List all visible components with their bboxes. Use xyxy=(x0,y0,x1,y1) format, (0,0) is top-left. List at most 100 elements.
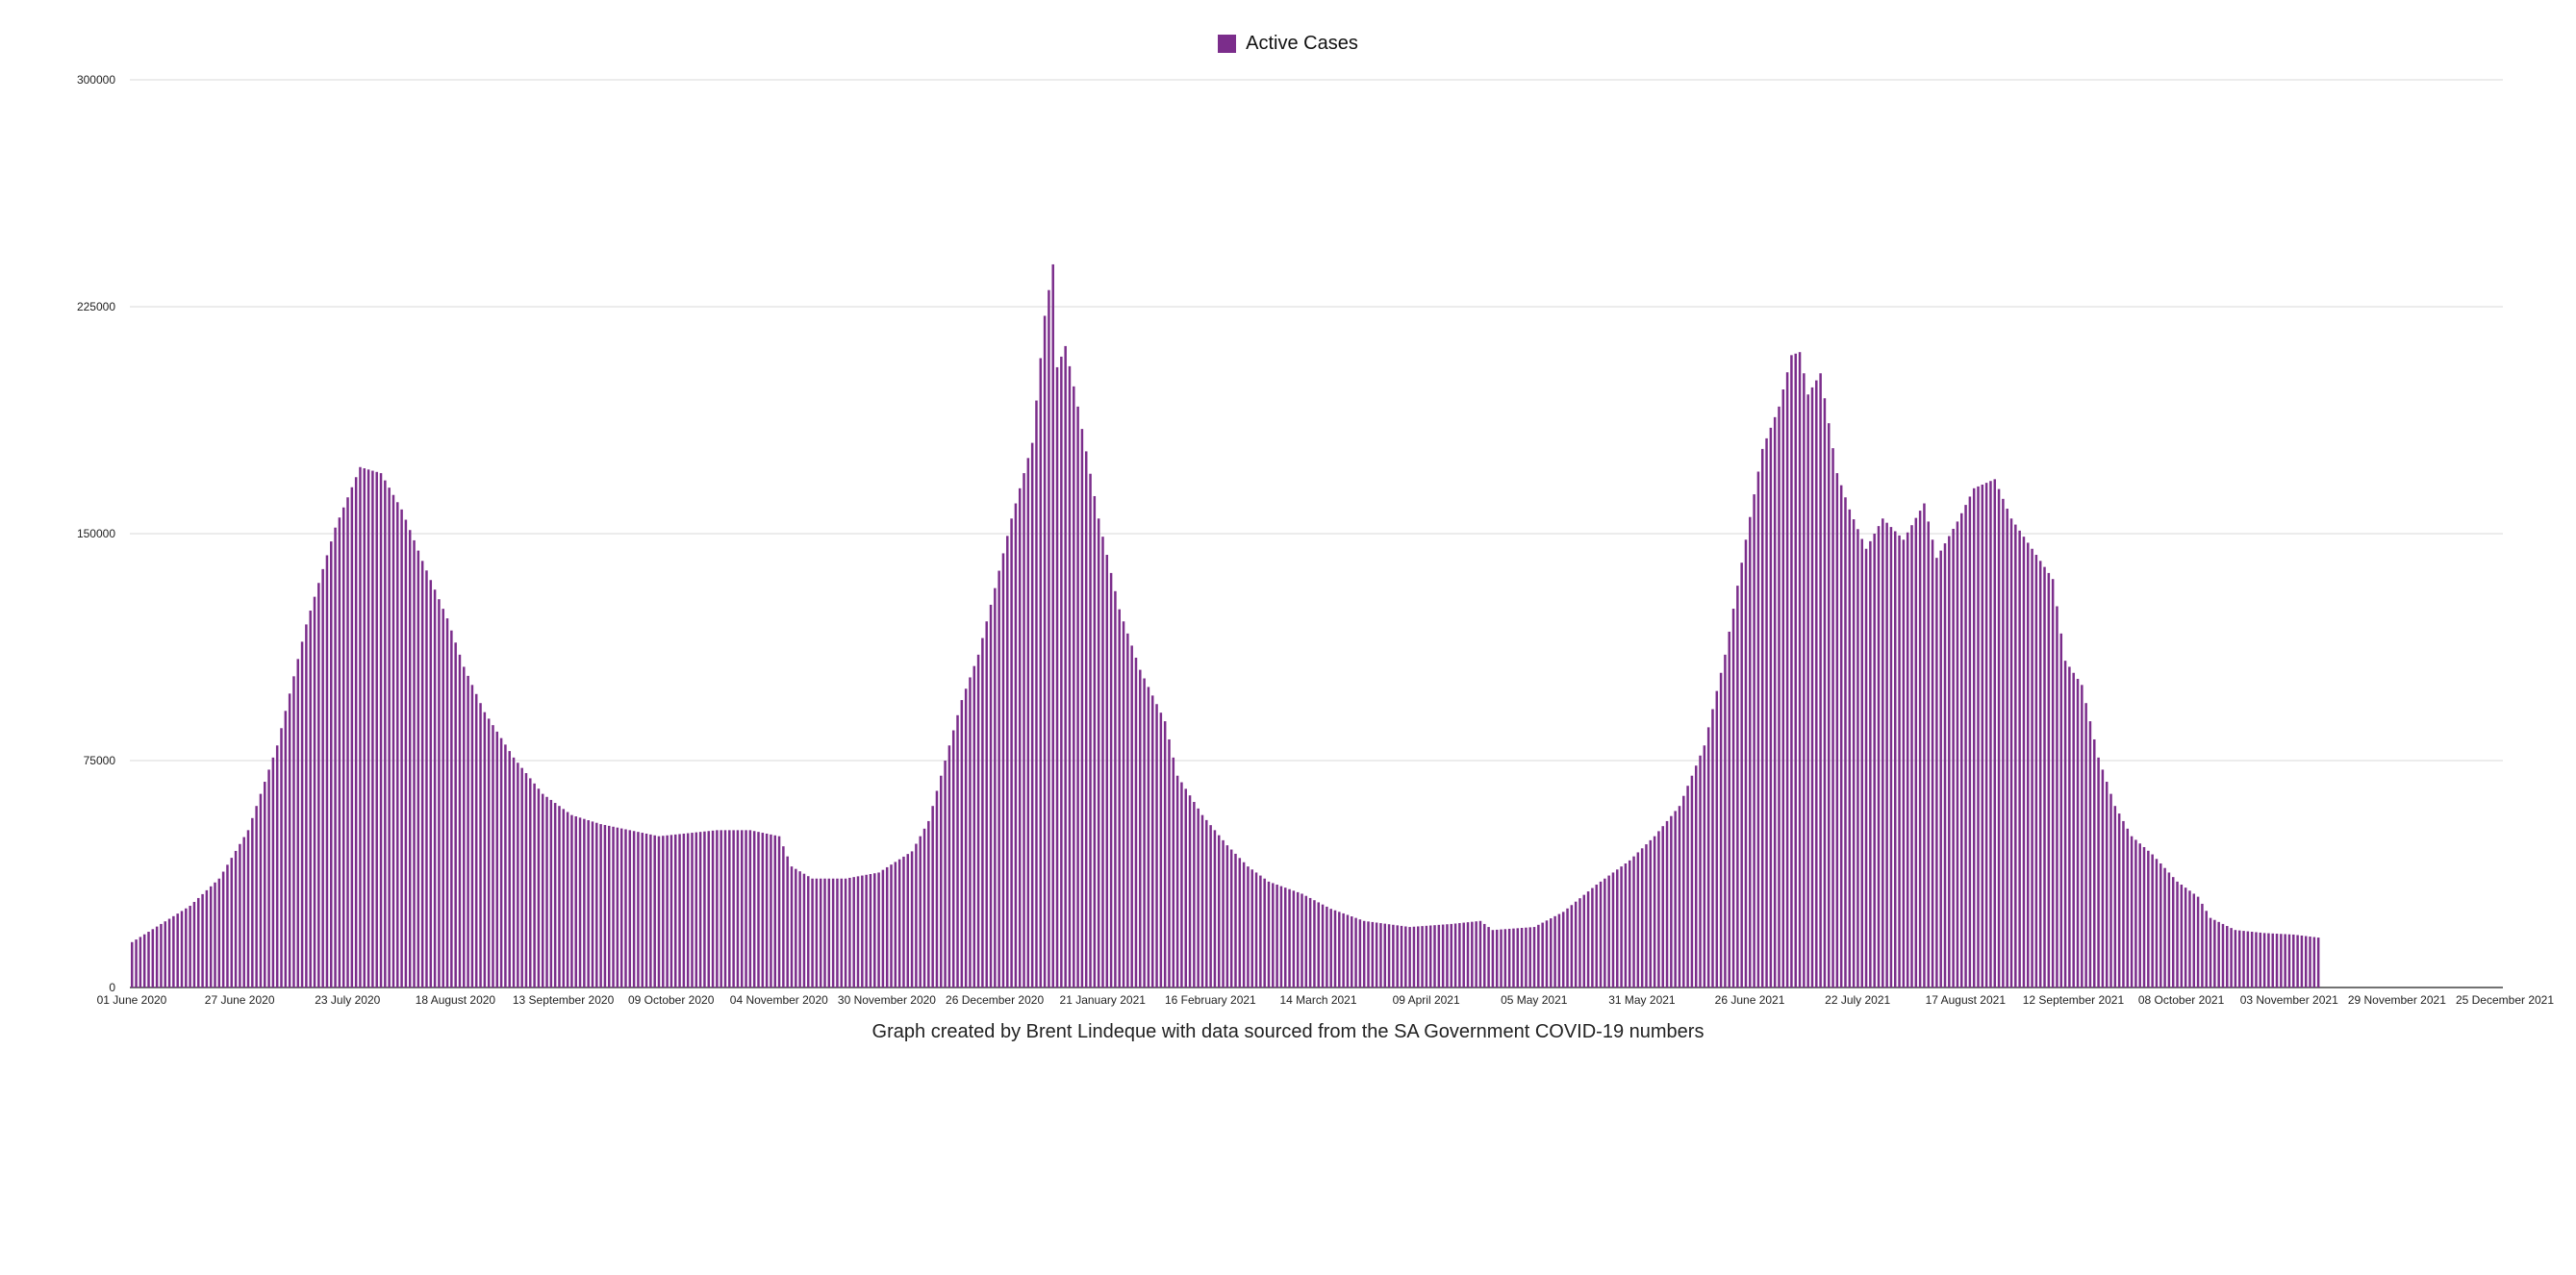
bar xyxy=(1864,548,1868,988)
bar xyxy=(2280,934,2283,988)
bar xyxy=(1537,924,1540,988)
bar xyxy=(2076,679,2080,988)
bar xyxy=(1557,913,1561,988)
bar xyxy=(1073,386,1075,988)
bar xyxy=(840,878,844,988)
bar xyxy=(1118,609,1121,988)
bar xyxy=(1030,442,1034,988)
bar xyxy=(321,568,324,988)
bar xyxy=(603,824,607,988)
bar xyxy=(782,846,785,988)
bar xyxy=(1267,881,1271,988)
x-tick-label: 31 May 2021 xyxy=(1608,993,1676,1007)
bar xyxy=(823,878,826,988)
bar xyxy=(1242,862,1246,988)
bar xyxy=(1301,893,1303,988)
x-tick-label: 09 April 2021 xyxy=(1393,993,1460,1007)
bar xyxy=(607,825,611,988)
bar xyxy=(1180,782,1183,988)
bar xyxy=(852,877,855,988)
bar xyxy=(1026,458,1030,988)
bar xyxy=(1753,494,1755,988)
x-tick-label: 13 September 2020 xyxy=(513,993,615,1007)
bar xyxy=(1205,819,1208,988)
bar xyxy=(325,555,329,988)
bar xyxy=(1516,928,1520,988)
bar xyxy=(574,815,577,988)
bar xyxy=(1790,355,1793,988)
x-tick-label: 21 January 2021 xyxy=(1060,993,1147,1007)
bar xyxy=(836,878,839,988)
bar xyxy=(2309,937,2311,988)
bar xyxy=(1126,633,1129,988)
bar xyxy=(2284,934,2286,988)
bar xyxy=(1229,849,1233,988)
bar xyxy=(798,871,801,988)
x-tick-label: 03 November 2021 xyxy=(2240,993,2338,1007)
bar xyxy=(2043,566,2046,988)
bar xyxy=(811,878,814,988)
bar xyxy=(906,854,910,988)
chart-caption: Graph created by Brent Lindeque with dat… xyxy=(871,1021,1705,1042)
bar xyxy=(1197,808,1200,988)
bar xyxy=(2097,757,2100,988)
bar xyxy=(1213,830,1217,988)
bar xyxy=(869,874,872,988)
bar xyxy=(1400,925,1403,988)
x-tick-label: 27 June 2020 xyxy=(205,993,275,1007)
bar xyxy=(400,509,403,988)
bar xyxy=(1383,923,1387,988)
bar xyxy=(2201,903,2204,988)
bar xyxy=(1607,875,1610,988)
bar xyxy=(417,550,420,988)
bar xyxy=(745,830,747,988)
bar xyxy=(1591,888,1594,988)
bar xyxy=(1043,315,1047,988)
bar xyxy=(587,820,590,988)
bar xyxy=(591,821,594,988)
bar xyxy=(185,908,188,988)
bar xyxy=(338,517,341,988)
bar xyxy=(2312,937,2316,988)
bar xyxy=(2138,843,2141,988)
bar xyxy=(350,487,354,988)
bar xyxy=(752,831,756,988)
bar xyxy=(450,630,453,988)
bar xyxy=(1993,479,1997,988)
bar xyxy=(2009,518,2013,988)
y-tick-label: 300000 xyxy=(77,73,115,87)
x-tick-label: 30 November 2020 xyxy=(838,993,936,1007)
bar xyxy=(570,814,573,988)
bar xyxy=(2217,921,2220,988)
bar xyxy=(1101,537,1104,988)
bar xyxy=(366,469,370,988)
bar xyxy=(388,488,391,988)
y-tick-label: 0 xyxy=(109,981,115,994)
bar xyxy=(1396,925,1399,988)
bar xyxy=(1703,745,1706,988)
bar xyxy=(1367,921,1370,988)
bar xyxy=(2255,932,2258,988)
bar xyxy=(915,843,918,988)
bar xyxy=(1765,438,1768,988)
bar xyxy=(1453,923,1457,988)
bar xyxy=(1342,912,1345,988)
bar xyxy=(549,799,553,988)
bar xyxy=(221,871,225,988)
bar xyxy=(2205,911,2208,988)
bar xyxy=(1446,924,1449,988)
bar xyxy=(433,589,437,988)
bar xyxy=(922,828,926,988)
x-tick-label: 14 March 2021 xyxy=(1279,993,1356,1007)
bar xyxy=(1997,488,2001,988)
bar xyxy=(474,693,478,988)
bar xyxy=(139,937,142,988)
bar xyxy=(180,911,184,988)
bar xyxy=(1873,534,1876,988)
bar xyxy=(2226,926,2229,988)
bar xyxy=(239,843,241,988)
bar xyxy=(686,833,690,988)
bar xyxy=(960,700,964,988)
bar xyxy=(1898,535,1901,988)
bar xyxy=(2072,672,2075,988)
